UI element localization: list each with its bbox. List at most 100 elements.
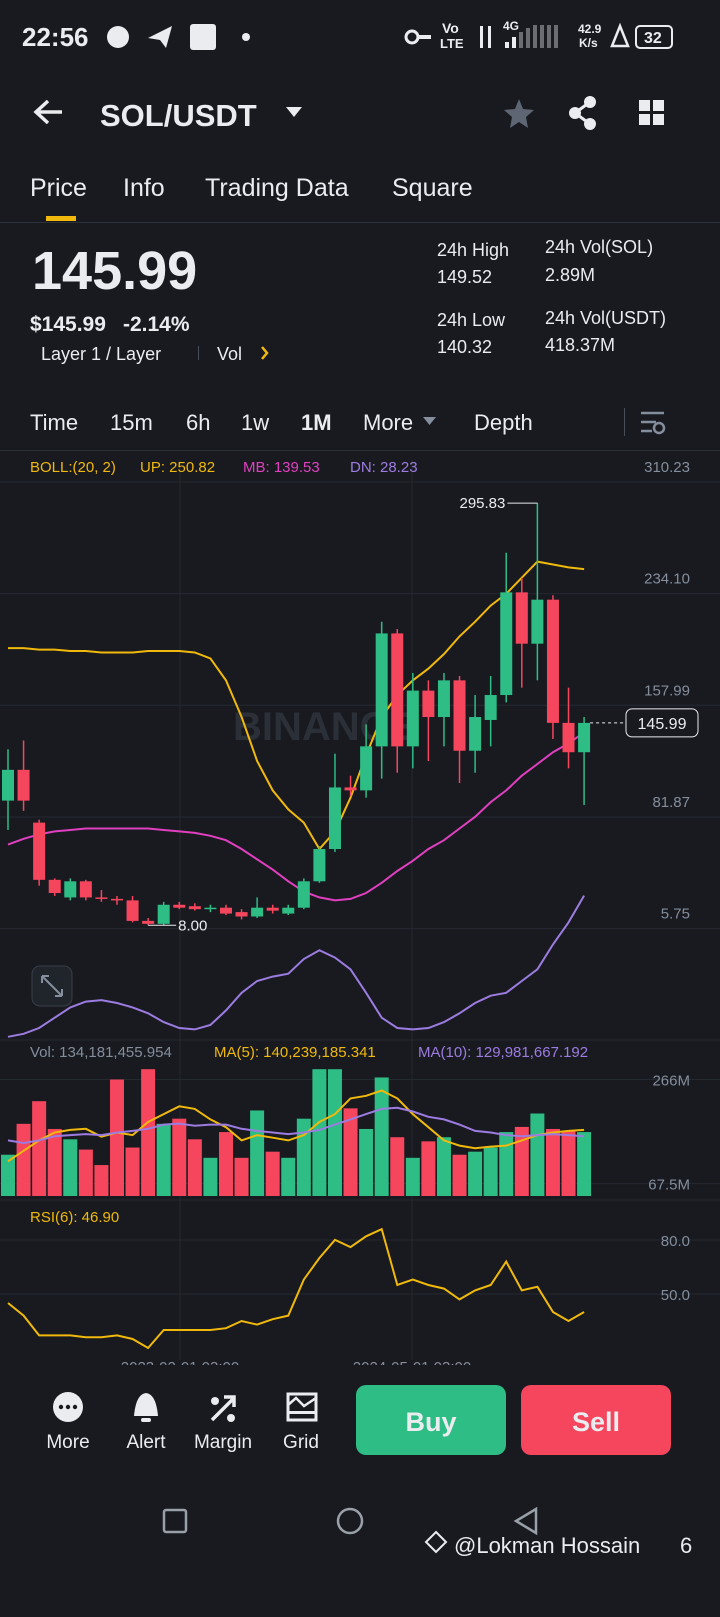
- interval-active[interactable]: 1M: [301, 410, 332, 435]
- interval-more[interactable]: More: [363, 410, 413, 435]
- volume-bar: [1, 1154, 15, 1196]
- candle-body: [422, 690, 435, 718]
- volume-bar: [63, 1139, 78, 1196]
- candle-body: [95, 897, 108, 899]
- divider: [0, 222, 720, 223]
- candle-body: [484, 695, 497, 720]
- indicator-line: [7, 895, 585, 1038]
- volume-bar: [125, 1147, 140, 1196]
- volume-bar: [203, 1157, 218, 1196]
- indicator-line: [7, 731, 585, 902]
- volume-bar: [156, 1123, 171, 1196]
- volume-bar: [499, 1132, 514, 1196]
- toolbar-action[interactable]: Grid: [283, 1432, 319, 1453]
- candle-body: [219, 907, 232, 914]
- y-tick-label: 5.75: [661, 906, 690, 923]
- tab[interactable]: Trading Data: [205, 174, 349, 202]
- toolbar-action[interactable]: More: [46, 1432, 89, 1453]
- more-dropdown[interactable]: [423, 417, 436, 425]
- candle-body: [48, 879, 61, 894]
- volume-bar: [172, 1118, 187, 1196]
- pair-title[interactable]: SOL/USDT: [100, 98, 257, 133]
- y-tick-label: 67.5M: [648, 1177, 690, 1194]
- candle-body: [110, 898, 123, 901]
- boll-dn: DN: 28.23: [350, 459, 418, 476]
- sell-button[interactable]: [521, 1385, 671, 1455]
- stat-value: 2.89M: [545, 265, 595, 285]
- candle-body: [469, 717, 482, 751]
- candle-body: [251, 907, 264, 917]
- volume-bar: [16, 1123, 31, 1196]
- y-tick-label: 234.10: [644, 571, 690, 588]
- volume-bar: [312, 1069, 327, 1196]
- back-button[interactable]: [33, 99, 62, 125]
- volume-chart: [0, 1069, 720, 1196]
- tab[interactable]: Info: [123, 174, 165, 202]
- candle-body: [313, 849, 326, 882]
- tab[interactable]: Square: [392, 174, 473, 202]
- volume-bar: [421, 1141, 436, 1196]
- watermark-logo: [424, 1530, 448, 1554]
- status-speed: 42.9: [578, 22, 602, 36]
- volume-bar: [343, 1108, 358, 1196]
- toolbar-action[interactable]: Margin: [194, 1432, 252, 1453]
- tag-link[interactable]: Layer 1 / Layer: [41, 344, 161, 364]
- buy-label[interactable]: Buy: [405, 1407, 456, 1437]
- candle-body: [188, 906, 201, 910]
- candle-body: [157, 904, 170, 924]
- candle-body: [531, 599, 544, 644]
- sell-label[interactable]: Sell: [572, 1407, 620, 1437]
- stat-value: 418.37M: [545, 335, 615, 355]
- volume-bar: [78, 1149, 93, 1196]
- chevron: [261, 346, 269, 360]
- volume-bar: [514, 1126, 529, 1196]
- status-signal: 4G: [503, 19, 519, 33]
- nav-home[interactable]: [336, 1507, 364, 1535]
- chart-settings[interactable]: [641, 411, 666, 435]
- y-tick-label: 266M: [652, 1073, 690, 1090]
- stat-value: 149.52: [437, 267, 492, 287]
- toolbar-action[interactable]: Alert: [126, 1432, 166, 1453]
- rsi-legend: RSI(6): 46.90: [30, 1209, 119, 1226]
- candle-body: [64, 881, 77, 898]
- layout-button[interactable]: [639, 100, 664, 125]
- volume-bar: [109, 1079, 124, 1196]
- interval[interactable]: 1w: [241, 410, 269, 435]
- boll-mb: MB: 139.53: [243, 459, 320, 476]
- stat-label: 24h Vol(USDT): [545, 308, 666, 328]
- toolbar-icons: [53, 1392, 318, 1422]
- favorite-button[interactable]: [504, 99, 534, 128]
- candle-body: [204, 907, 217, 910]
- last-price-tag: [625, 708, 699, 738]
- interval[interactable]: Time: [30, 410, 78, 435]
- buy-button[interactable]: [356, 1385, 506, 1455]
- candle-body: [578, 722, 591, 753]
- vol-link[interactable]: Vol: [217, 344, 242, 364]
- chart-watermark: BINANCE: [233, 705, 415, 749]
- tab[interactable]: Price: [30, 174, 87, 202]
- price-chart: [0, 481, 720, 1038]
- candle-body: [328, 787, 341, 850]
- high-label: 295.83: [459, 495, 505, 512]
- nav-back[interactable]: [513, 1506, 538, 1536]
- tag-separator: [198, 346, 199, 360]
- rsi-chart: [0, 1227, 720, 1350]
- volume-bar: [234, 1157, 249, 1196]
- y-tick-label: 80.0: [661, 1233, 690, 1250]
- candle-body: [437, 680, 450, 718]
- interval[interactable]: 15m: [110, 410, 153, 435]
- pair-dropdown[interactable]: [286, 107, 302, 117]
- ma5-legend: MA(5): 140,239,185.341: [214, 1044, 376, 1061]
- expand-button[interactable]: [31, 965, 73, 1007]
- share-button[interactable]: [569, 96, 596, 130]
- depth-tab[interactable]: Depth: [474, 410, 533, 435]
- interval[interactable]: 6h: [186, 410, 210, 435]
- volume-bar: [468, 1151, 483, 1196]
- nav-recents[interactable]: [162, 1508, 188, 1534]
- watermark-page: 6: [680, 1533, 692, 1558]
- usd-price: $145.99: [30, 313, 106, 336]
- volume-bar: [561, 1131, 576, 1196]
